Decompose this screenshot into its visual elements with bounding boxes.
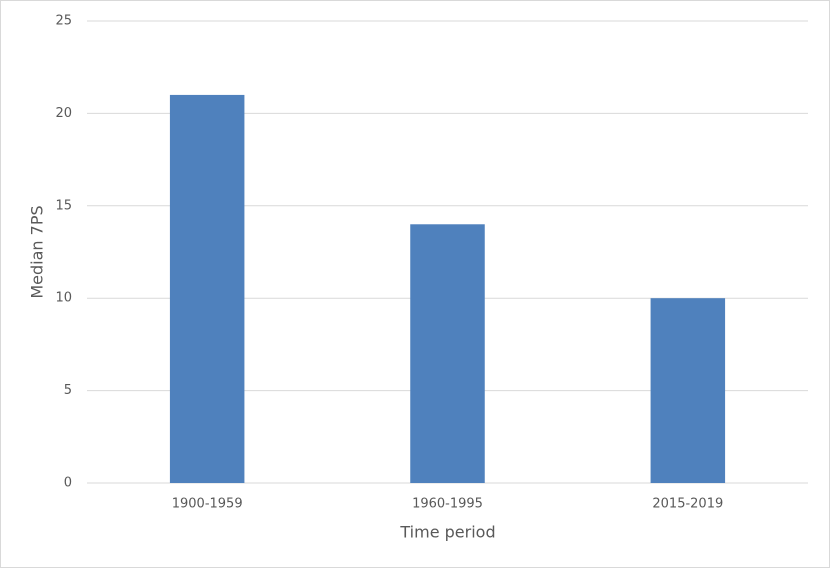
x-axis-title: Time period xyxy=(399,523,495,542)
y-tick-label: 25 xyxy=(55,14,72,29)
y-tick-label: 10 xyxy=(55,291,72,306)
x-tick-label: 1900-1959 xyxy=(172,497,243,512)
x-tick-label: 1960-1995 xyxy=(412,497,483,512)
bar xyxy=(410,224,485,483)
y-axis-title: Median 7PS xyxy=(28,205,47,298)
y-tick-label: 20 xyxy=(55,106,72,121)
bar xyxy=(650,298,726,483)
x-tick-label: 2015-2019 xyxy=(652,497,723,512)
y-tick-label: 15 xyxy=(55,198,72,213)
y-tick-label: 0 xyxy=(64,476,72,491)
y-tick-label: 5 xyxy=(64,383,72,398)
bar xyxy=(169,94,245,484)
